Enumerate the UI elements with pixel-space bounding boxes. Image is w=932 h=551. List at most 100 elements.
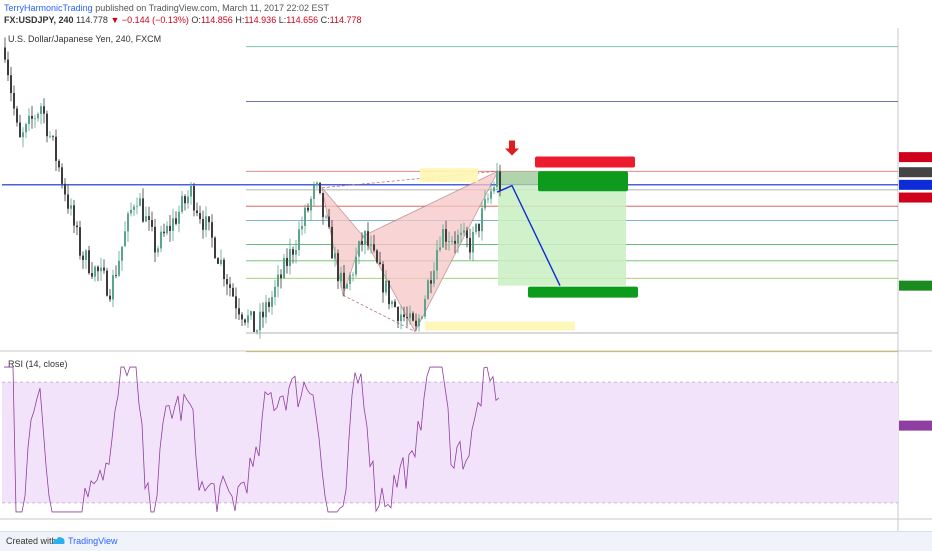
price-badge	[899, 280, 932, 291]
target-badge	[528, 286, 638, 298]
candle-body	[484, 199, 486, 209]
candle-body	[73, 205, 75, 226]
candle-body	[445, 229, 447, 242]
candle-body	[475, 223, 477, 232]
candle-body	[316, 182, 318, 186]
candle-body	[388, 280, 390, 305]
candle-body	[94, 266, 96, 277]
price-badge	[899, 167, 932, 178]
c-value: 114.778	[329, 15, 362, 25]
candle-body	[469, 237, 471, 253]
candle-body	[178, 211, 180, 224]
footer: Created with TradingView	[0, 531, 932, 551]
rsi-line	[4, 366, 500, 513]
candle-body	[442, 229, 444, 248]
candle-body	[82, 255, 84, 260]
price-badge	[899, 152, 932, 163]
candle-body	[166, 225, 168, 234]
candle-body	[211, 222, 213, 238]
last-price: 114.778	[76, 15, 108, 25]
candle-body	[439, 247, 441, 250]
candle-body	[325, 216, 327, 218]
tradingview-brand[interactable]: TradingView	[68, 536, 118, 546]
candle-body	[226, 279, 228, 285]
candle-body	[58, 160, 60, 168]
candle-body	[427, 280, 429, 300]
candle-body	[295, 249, 297, 255]
o-value: 114.856	[200, 15, 233, 25]
candle-body	[196, 210, 198, 214]
candle-body	[79, 227, 81, 256]
candle-body	[337, 253, 339, 282]
symbol-info: FX:USDJPY, 240 114.778 ▼ −0.144 (−0.13%)…	[4, 15, 362, 25]
o-label: O:	[191, 15, 201, 25]
candle-body	[55, 136, 57, 161]
candle-body	[106, 270, 108, 296]
candle-body	[4, 47, 6, 60]
candle-body	[202, 219, 204, 230]
candle-body	[244, 319, 246, 323]
candle-body	[61, 167, 63, 184]
candle-body	[124, 231, 126, 247]
sell-arrow-icon	[505, 140, 519, 156]
candle-body	[421, 316, 423, 319]
candle-body	[22, 132, 24, 138]
candle-body	[199, 213, 201, 220]
price-change: ▼ −0.144 (−0.13%)	[110, 15, 189, 25]
h-label: H:	[235, 15, 245, 25]
candle-body	[358, 241, 360, 257]
candle-body	[31, 115, 33, 119]
candle-body	[70, 205, 72, 209]
symbol-label: FX:USDJPY, 240	[4, 15, 74, 25]
candle-body	[157, 248, 159, 253]
candle-body	[394, 301, 396, 308]
candle-body	[205, 216, 207, 230]
candle-body	[289, 249, 291, 266]
candle-body	[49, 135, 51, 137]
candle-body	[220, 259, 222, 264]
candle-body	[466, 230, 468, 238]
candle-body	[67, 194, 69, 209]
candle-body	[406, 317, 408, 319]
candle-body	[379, 262, 381, 265]
publish-info: TerryHarmonicTrading published on Tradin…	[4, 3, 329, 13]
candle-body	[259, 311, 261, 331]
candle-body	[121, 246, 123, 261]
candle-body	[310, 198, 312, 211]
candle-body	[385, 280, 387, 293]
candle-body	[355, 256, 357, 275]
chart-header: TerryHarmonicTrading published on Tradin…	[0, 0, 932, 28]
author-link[interactable]: TerryHarmonicTrading	[4, 3, 93, 13]
xc-label-box	[420, 168, 478, 183]
candle-body	[190, 185, 192, 197]
candle-body	[382, 264, 384, 293]
candle-body	[301, 226, 303, 230]
candle-body	[133, 206, 135, 210]
candle-body	[328, 216, 330, 227]
candle-body	[343, 272, 345, 289]
candle-body	[19, 122, 21, 138]
candle-body	[478, 223, 480, 232]
candle-body	[223, 259, 225, 280]
candle-body	[76, 225, 78, 228]
candle-body	[238, 308, 240, 315]
price-badge	[899, 179, 932, 190]
c-label: C:	[320, 15, 330, 25]
candle-body	[457, 234, 459, 244]
candle-body	[349, 274, 351, 284]
candle-body	[88, 250, 90, 274]
pnl-badge	[538, 171, 628, 192]
candle-body	[16, 108, 18, 123]
l-value: 114.656	[286, 15, 319, 25]
chart-canvas[interactable]: U.S. Dollar/Japanese Yen, 240, FXCM RSI …	[0, 28, 932, 531]
candle-body	[298, 229, 300, 250]
candle-body	[403, 314, 405, 318]
price-panel-title: U.S. Dollar/Japanese Yen, 240, FXCM	[8, 34, 161, 44]
candle-body	[40, 106, 42, 114]
candle-body	[496, 171, 498, 188]
candle-body	[187, 196, 189, 204]
candle-body	[112, 275, 114, 300]
candle-body	[25, 124, 27, 133]
candle-body	[154, 226, 156, 253]
candle-body	[292, 249, 294, 255]
